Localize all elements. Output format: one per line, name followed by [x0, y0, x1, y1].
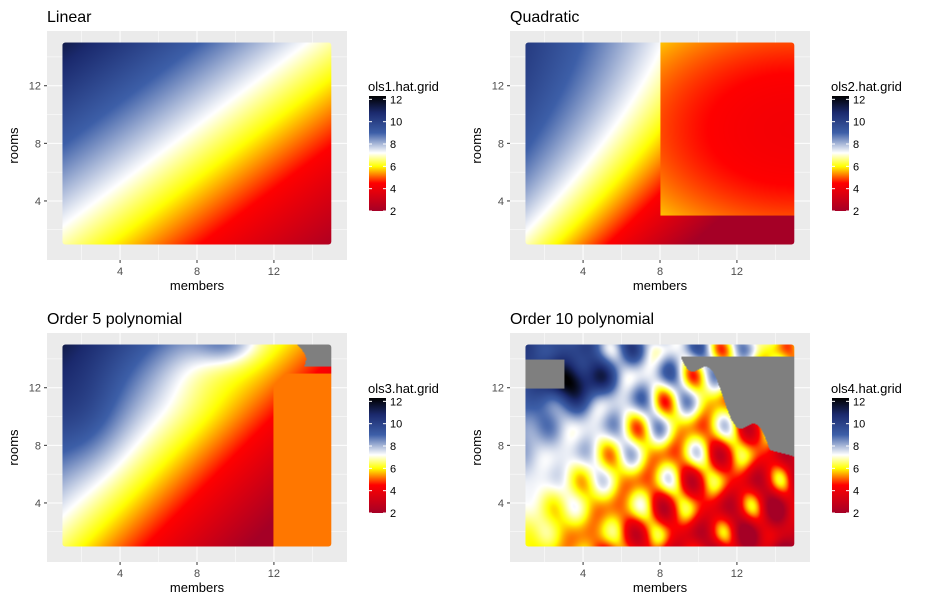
legend-tick-label: 12 — [853, 396, 865, 408]
y-tick-label: 12 — [29, 383, 41, 395]
legend-tick-label: 12 — [390, 396, 402, 408]
y-tick-label: 12 — [492, 81, 504, 93]
x-tick-label: 12 — [268, 568, 280, 580]
heatmap-surface — [62, 42, 332, 245]
legend-tick-label: 2 — [853, 508, 859, 520]
chart-panel: Linear 4 8 12 4 8 12 members rooms ols1.hat.grid 2… — [6, 9, 439, 293]
heatmap-surface — [525, 344, 795, 547]
heatmap-surface — [62, 344, 332, 547]
legend-title: ols4.hat.grid — [831, 381, 902, 396]
x-tick-label: 12 — [731, 266, 743, 278]
legend-colorbar — [832, 398, 849, 513]
legend-tick-label: 8 — [853, 441, 859, 453]
x-tick-label: 4 — [580, 266, 586, 278]
legend-title: ols3.hat.grid — [368, 381, 439, 396]
y-tick-label: 8 — [498, 440, 504, 452]
legend-tick-label: 6 — [853, 161, 859, 173]
y-tick-label: 12 — [29, 81, 41, 93]
chart-panel: Order 5 polynomial 4 8 12 4 8 12 members rooms ol… — [6, 311, 439, 595]
legend-colorbar — [832, 96, 849, 211]
legend-tick-label: 6 — [853, 463, 859, 475]
legend-colorbar — [369, 398, 386, 513]
chart-panel: Order 10 polynomial 4 8 12 4 8 12 members rooms o… — [469, 311, 902, 595]
y-tick-label: 8 — [498, 138, 504, 150]
legend-tick-label: 4 — [390, 486, 396, 498]
y-tick-label: 4 — [498, 498, 504, 510]
x-tick-label: 4 — [580, 568, 586, 580]
y-axis-label: rooms — [469, 429, 484, 466]
legend-colorbar — [369, 96, 386, 211]
legend-tick-label: 10 — [853, 117, 865, 129]
x-tick-label: 8 — [657, 568, 663, 580]
heatmap-surface — [525, 42, 795, 245]
y-tick-label: 12 — [492, 383, 504, 395]
y-tick-label: 4 — [498, 196, 504, 208]
y-axis-label: rooms — [6, 429, 21, 466]
x-tick-label: 12 — [268, 266, 280, 278]
legend-tick-label: 4 — [853, 486, 859, 498]
chart-title: Linear — [47, 9, 92, 26]
legend-tick-label: 8 — [390, 441, 396, 453]
chart-title: Quadratic — [510, 9, 579, 26]
y-tick-label: 8 — [35, 138, 41, 150]
x-tick-label: 8 — [657, 266, 663, 278]
x-axis-label: members — [170, 278, 225, 293]
x-tick-label: 4 — [117, 266, 123, 278]
legend-tick-label: 10 — [390, 419, 402, 431]
x-axis-label: members — [633, 278, 688, 293]
legend-title: ols1.hat.grid — [368, 79, 439, 94]
chart-panel: Quadratic 4 8 12 4 8 12 members rooms ols2.hat.gr… — [469, 9, 902, 293]
chart-title: Order 10 polynomial — [510, 311, 654, 328]
y-tick-label: 4 — [35, 196, 41, 208]
legend-title: ols2.hat.grid — [831, 79, 902, 94]
x-tick-label: 8 — [194, 568, 200, 580]
legend-tick-label: 8 — [390, 139, 396, 151]
legend-tick-label: 12 — [390, 94, 402, 106]
legend-tick-label: 8 — [853, 139, 859, 151]
legend-tick-label: 10 — [390, 117, 402, 129]
x-tick-label: 8 — [194, 266, 200, 278]
chart-title: Order 5 polynomial — [47, 311, 182, 328]
y-tick-label: 8 — [35, 440, 41, 452]
legend-tick-label: 6 — [390, 463, 396, 475]
legend-tick-label: 6 — [390, 161, 396, 173]
y-axis-label: rooms — [469, 127, 484, 164]
legend-tick-label: 2 — [390, 206, 396, 218]
y-tick-label: 4 — [35, 498, 41, 510]
x-tick-label: 12 — [731, 568, 743, 580]
legend-tick-label: 4 — [390, 184, 396, 196]
legend-tick-label: 4 — [853, 184, 859, 196]
x-axis-label: members — [633, 580, 688, 595]
y-axis-label: rooms — [6, 127, 21, 164]
x-tick-label: 4 — [117, 568, 123, 580]
legend-tick-label: 10 — [853, 419, 865, 431]
legend-tick-label: 2 — [390, 508, 396, 520]
legend-tick-label: 2 — [853, 206, 859, 218]
x-axis-label: members — [170, 580, 225, 595]
legend-tick-label: 12 — [853, 94, 865, 106]
